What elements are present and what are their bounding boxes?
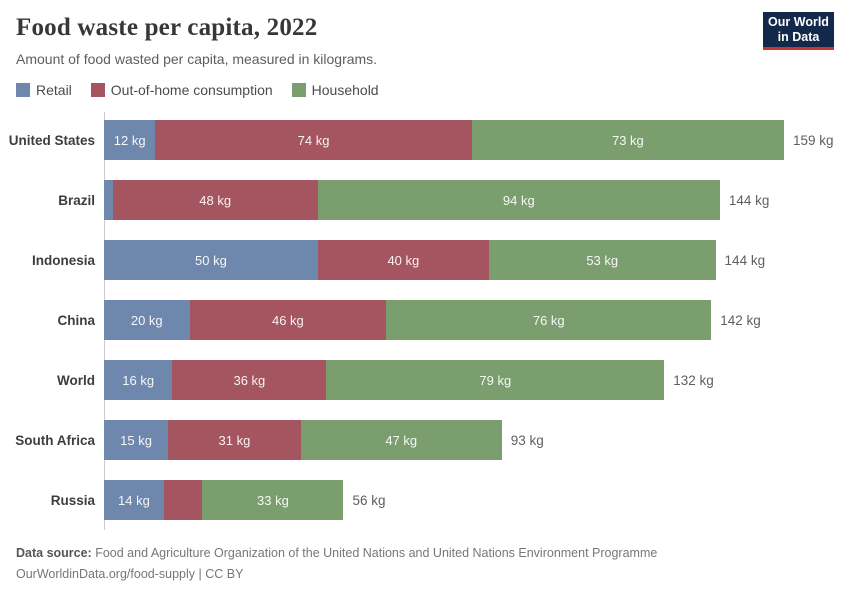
legend-swatch <box>291 83 306 97</box>
stacked-bar: 48 kg 94 kg <box>104 180 720 220</box>
bar-segment-household[interactable]: 33 kg <box>202 480 344 520</box>
bar-segment-retail[interactable] <box>104 180 113 220</box>
segment-value-label: 16 kg <box>122 372 155 388</box>
stacked-bar: 14 kg 33 kg <box>104 480 344 520</box>
total-value-label: 159 kg <box>792 132 834 148</box>
bar-segment-retail[interactable]: 50 kg <box>104 240 318 280</box>
bar-row-world: World 16 kg 36 kg 79 kg 132 kg <box>0 350 850 410</box>
bar-row-united-states: United States 12 kg 74 kg 73 kg 159 kg <box>0 110 850 170</box>
license-line: OurWorldinData.org/food-supply | CC BY <box>16 566 244 581</box>
category-label: Brazil <box>58 192 95 208</box>
bar-segment-out-of-home-consumption[interactable]: 36 kg <box>172 360 327 400</box>
total-value-label: 142 kg <box>720 312 761 328</box>
category-label: South Africa <box>15 432 95 448</box>
stacked-bar: 16 kg 36 kg 79 kg <box>104 360 665 400</box>
segment-value-label: 53 kg <box>586 252 619 268</box>
category-label: United States <box>8 132 95 148</box>
bar-segment-retail[interactable]: 12 kg <box>104 120 156 160</box>
segment-value-label: 36 kg <box>233 372 266 388</box>
chart-header: Food waste per capita, 2022 Amount of fo… <box>0 0 850 67</box>
segment-value-label: 50 kg <box>195 252 227 268</box>
legend-swatch <box>90 83 105 97</box>
segment-value-label: 94 kg <box>502 192 535 208</box>
segment-value-label: 74 kg <box>297 132 330 148</box>
bar-segment-out-of-home-consumption[interactable]: 46 kg <box>189 300 387 340</box>
data-source-label: Data source: <box>16 546 92 560</box>
stacked-bar: 15 kg 31 kg 47 kg <box>104 420 502 460</box>
category-label: China <box>57 312 95 328</box>
bar-segment-household[interactable]: 47 kg <box>300 420 502 460</box>
data-source-text: Food and Agriculture Organization of the… <box>95 546 658 560</box>
bar-row-russia: Russia 14 kg 33 kg 56 kg <box>0 470 850 530</box>
segment-value-label: 14 kg <box>118 492 150 508</box>
segment-value-label: 73 kg <box>611 132 644 148</box>
bar-segment-out-of-home-consumption[interactable]: 31 kg <box>168 420 301 460</box>
chart-title: Food waste per capita, 2022 <box>16 14 318 41</box>
legend-label: Out-of-home consumption <box>110 82 273 98</box>
bar-segment-household[interactable]: 76 kg <box>386 300 712 340</box>
bar-segment-household[interactable]: 73 kg <box>471 120 784 160</box>
segment-value-label: 31 kg <box>218 432 251 448</box>
stacked-bar: 50 kg 40 kg 53 kg <box>104 240 716 280</box>
total-value-label: 132 kg <box>673 372 714 388</box>
bar-row-china: China 20 kg 46 kg 76 kg 142 kg <box>0 290 850 350</box>
segment-value-label: 79 kg <box>479 372 512 388</box>
bar-row-south-africa: South Africa 15 kg 31 kg 47 kg 93 kg <box>0 410 850 470</box>
total-value-label: 56 kg <box>352 492 386 508</box>
total-value-label: 144 kg <box>728 192 770 208</box>
category-label: Indonesia <box>31 252 95 268</box>
total-value-label: 93 kg <box>510 432 544 448</box>
segment-value-label: 46 kg <box>271 312 304 328</box>
segment-value-label: 20 kg <box>130 312 163 328</box>
stacked-bar: 12 kg 74 kg 73 kg <box>104 120 784 160</box>
bar-segment-household[interactable]: 94 kg <box>317 180 720 220</box>
segment-value-label: 76 kg <box>532 312 565 328</box>
bar-segment-retail[interactable]: 16 kg <box>104 360 173 400</box>
chart-subtitle: Amount of food wasted per capita, measur… <box>16 51 378 67</box>
segment-value-label: 40 kg <box>387 252 420 268</box>
bar-segment-household[interactable]: 53 kg <box>488 240 716 280</box>
legend-item-out-of-home-consumption[interactable]: Out-of-home consumption <box>90 82 273 98</box>
stacked-bar-chart: United States 12 kg 74 kg 73 kg 159 kg Brazil… <box>0 110 850 530</box>
chart-footer: Data source: Food and Agriculture Organi… <box>0 543 850 584</box>
segment-value-label: 15 kg <box>120 432 152 448</box>
segment-value-label: 12 kg <box>113 132 146 148</box>
owid-logo: Our World in Data <box>763 12 834 50</box>
segment-value-label: 47 kg <box>385 432 418 448</box>
category-label: World <box>57 372 95 388</box>
legend-item-retail[interactable]: Retail <box>16 82 72 98</box>
bar-segment-household[interactable]: 79 kg <box>326 360 665 400</box>
bar-segment-retail[interactable]: 20 kg <box>104 300 190 340</box>
bar-segment-out-of-home-consumption[interactable] <box>163 480 203 520</box>
chart-legend: Retail Out-of-home consumption Household <box>0 82 850 98</box>
bar-segment-out-of-home-consumption[interactable]: 40 kg <box>317 240 489 280</box>
bar-segment-retail[interactable]: 14 kg <box>104 480 164 520</box>
data-source-line: Data source: Food and Agriculture Organi… <box>16 543 834 564</box>
owid-logo-line1: Our World <box>768 14 829 29</box>
bar-segment-out-of-home-consumption[interactable]: 74 kg <box>155 120 472 160</box>
owid-logo-line2: in Data <box>777 29 820 44</box>
legend-label: Retail <box>36 82 72 98</box>
bar-row-brazil: Brazil 48 kg 94 kg 144 kg <box>0 170 850 230</box>
legend-item-household[interactable]: Household <box>291 82 379 98</box>
legend-label: Household <box>311 82 379 98</box>
segment-value-label: 48 kg <box>199 192 232 208</box>
category-label: Russia <box>50 492 95 508</box>
bar-row-indonesia: Indonesia 50 kg 40 kg 53 kg 144 kg <box>0 230 850 290</box>
total-value-label: 144 kg <box>724 252 766 268</box>
segment-value-label: 33 kg <box>257 492 289 508</box>
bar-segment-out-of-home-consumption[interactable]: 48 kg <box>112 180 318 220</box>
title-block: Food waste per capita, 2022 Amount of fo… <box>16 14 377 67</box>
legend-swatch <box>16 83 30 97</box>
stacked-bar: 20 kg 46 kg 76 kg <box>104 300 712 340</box>
bar-segment-retail[interactable]: 15 kg <box>104 420 169 460</box>
